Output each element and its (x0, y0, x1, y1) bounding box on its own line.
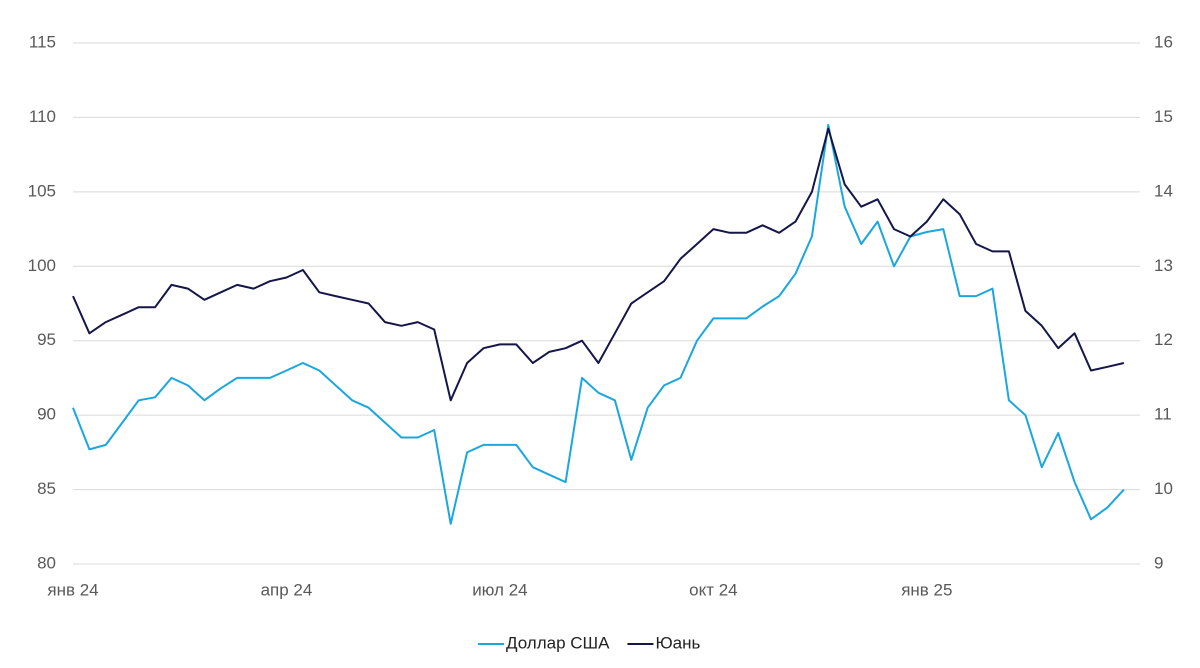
x-tick-label: янв 24 (47, 580, 98, 599)
x-tick-label: апр 24 (261, 580, 313, 599)
line-series (72, 123, 1125, 525)
x-tick-label: окт 24 (689, 580, 738, 599)
y-tick-label: 105 (28, 181, 56, 200)
y2-tick-label: 13 (1154, 256, 1173, 275)
y-tick-label: 80 (37, 553, 56, 572)
y2-tick-label: 9 (1154, 553, 1163, 572)
y2-tick-label: 11 (1154, 405, 1172, 424)
y-tick-label: 115 (29, 32, 56, 51)
y2-tick-label: 14 (1154, 181, 1173, 200)
x-tick-label: янв 25 (901, 580, 952, 599)
y-tick-label: 100 (28, 256, 56, 275)
y-tick-label: 90 (37, 405, 56, 424)
y2-tick-label: 16 (1154, 32, 1173, 51)
y-tick-label: 110 (29, 107, 56, 126)
y2-tick-label: 12 (1154, 330, 1173, 349)
legend-text: Доллар США (506, 633, 610, 652)
line-series (72, 127, 1125, 402)
y2-tick-label: 10 (1154, 479, 1173, 498)
legend-text: Юань (655, 633, 700, 652)
y-tick-label: 85 (37, 479, 56, 498)
y-tick-label: 95 (37, 330, 56, 349)
x-tick-label: июл 24 (472, 580, 527, 599)
y2-tick-label: 15 (1154, 107, 1173, 126)
